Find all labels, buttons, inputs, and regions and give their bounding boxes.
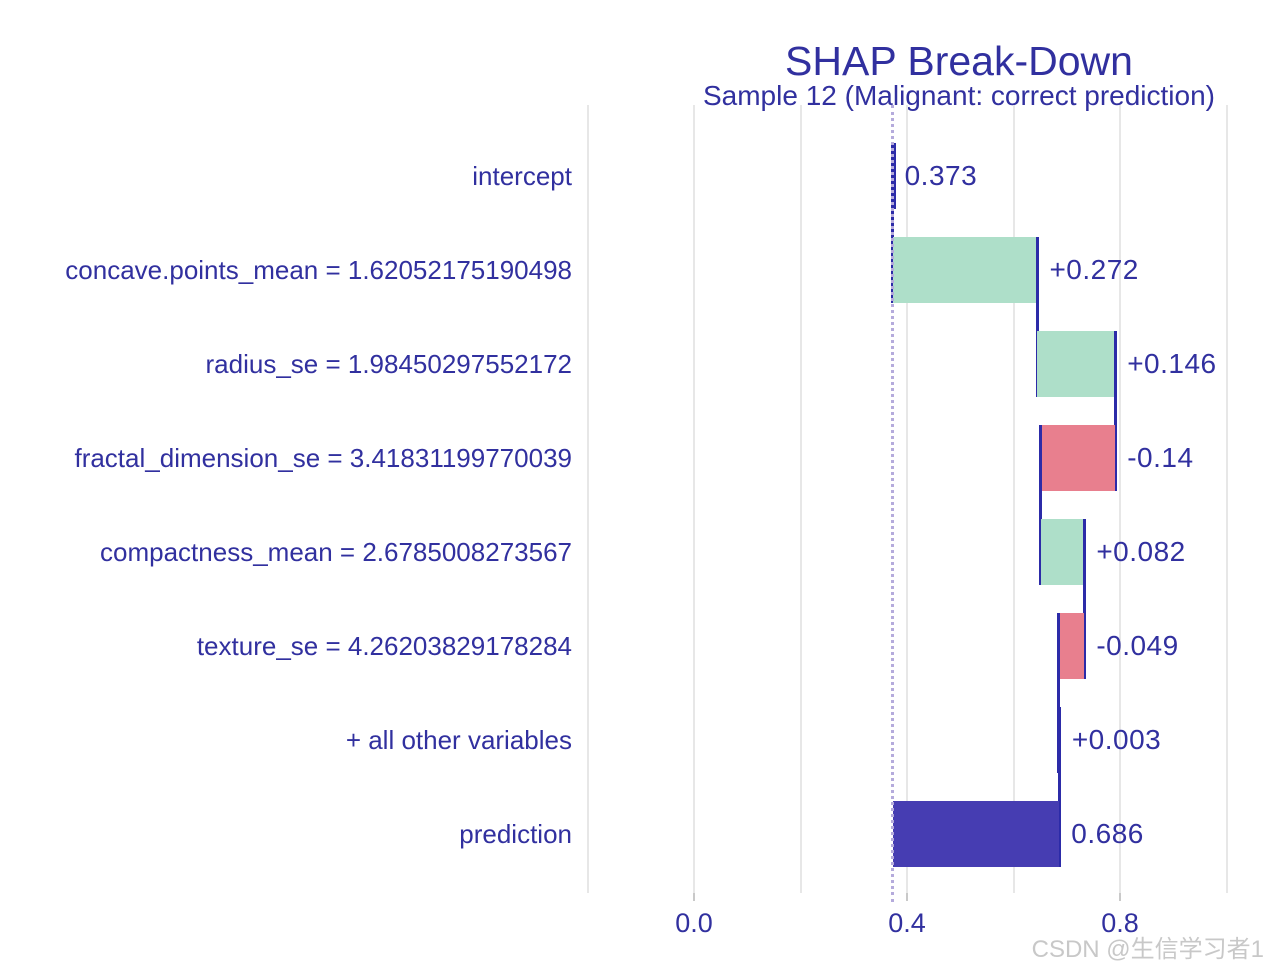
connector-line: [1056, 613, 1060, 773]
row-label: compactness_mean = 2.6785008273567: [100, 537, 572, 567]
bar-positive: [1040, 519, 1085, 585]
chart-title: SHAP Break-Down: [785, 38, 1133, 84]
row-label: fractal_dimension_se = 3.41831199770039: [74, 443, 572, 473]
plot-panel: 0.373 +0.272 +0.146 -0.14 +0.082 -0.049 +0.003…: [585, 105, 1274, 893]
bar-value-label: +0.272: [1049, 254, 1139, 285]
bar-negative: [1040, 425, 1116, 491]
connector-line: [1113, 331, 1117, 491]
gridline: [906, 105, 908, 893]
gridline: [1225, 105, 1228, 893]
x-axis-tick: [906, 893, 908, 901]
gridline: [1119, 105, 1121, 893]
gridline: [693, 105, 695, 893]
connector-line: [1082, 519, 1086, 679]
x-axis-tick-label: 0.4: [888, 908, 926, 938]
connector-line: [1035, 237, 1039, 397]
bar-prediction: [892, 801, 1060, 867]
x-axis-tick-label: 0.8: [1101, 908, 1139, 938]
bar-value-label: +0.082: [1096, 536, 1186, 567]
row-label: radius_se = 1.98450297552172: [205, 349, 573, 379]
connector-line: [1058, 707, 1062, 867]
watermark: CSDN @生信学习者1: [1031, 936, 1264, 963]
gridline: [1012, 105, 1015, 893]
bar-value-label: -0.14: [1127, 442, 1194, 473]
bar-value-label: +0.003: [1071, 724, 1162, 755]
bar-positive: [892, 237, 1038, 303]
gridline: [586, 105, 589, 893]
intercept-guide-line: [891, 105, 895, 902]
bar-value-label: 0.686: [1071, 818, 1144, 849]
row-label: concave.points_mean = 1.62052175190498: [65, 255, 572, 285]
bar-negative: [1058, 613, 1085, 679]
chart-subtitle: Sample 12 (Malignant: correct prediction…: [702, 80, 1215, 111]
x-axis-tick: [693, 893, 695, 901]
bar-value-label: -0.049: [1096, 630, 1179, 661]
bar-value-label: 0.373: [904, 160, 978, 191]
bar-positive: [1037, 331, 1116, 397]
row-label: intercept: [472, 161, 572, 191]
bar-intercept: [892, 143, 896, 209]
row-label: + all other variables: [345, 725, 572, 755]
connector-line: [1039, 425, 1043, 585]
gridline: [799, 105, 802, 893]
x-axis-tick: [1119, 893, 1121, 901]
bar-value-label: +0.146: [1127, 348, 1217, 379]
x-axis-tick-label: 0.0: [675, 908, 713, 938]
row-label: texture_se = 4.26203829178284: [196, 631, 572, 661]
row-label: prediction: [459, 819, 572, 849]
